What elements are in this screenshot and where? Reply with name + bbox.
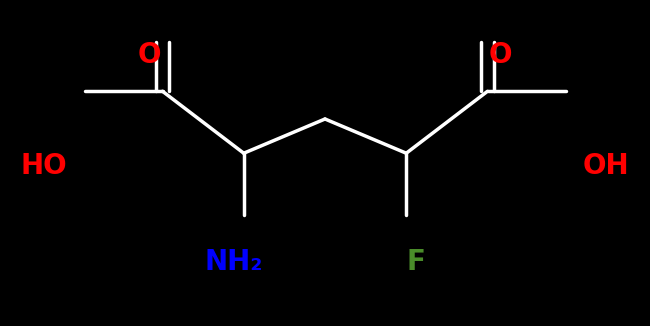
Text: OH: OH <box>582 152 629 180</box>
Text: NH₂: NH₂ <box>205 248 263 276</box>
Text: O: O <box>138 41 161 69</box>
Text: HO: HO <box>21 152 68 180</box>
Text: O: O <box>489 41 512 69</box>
Text: F: F <box>406 248 426 276</box>
